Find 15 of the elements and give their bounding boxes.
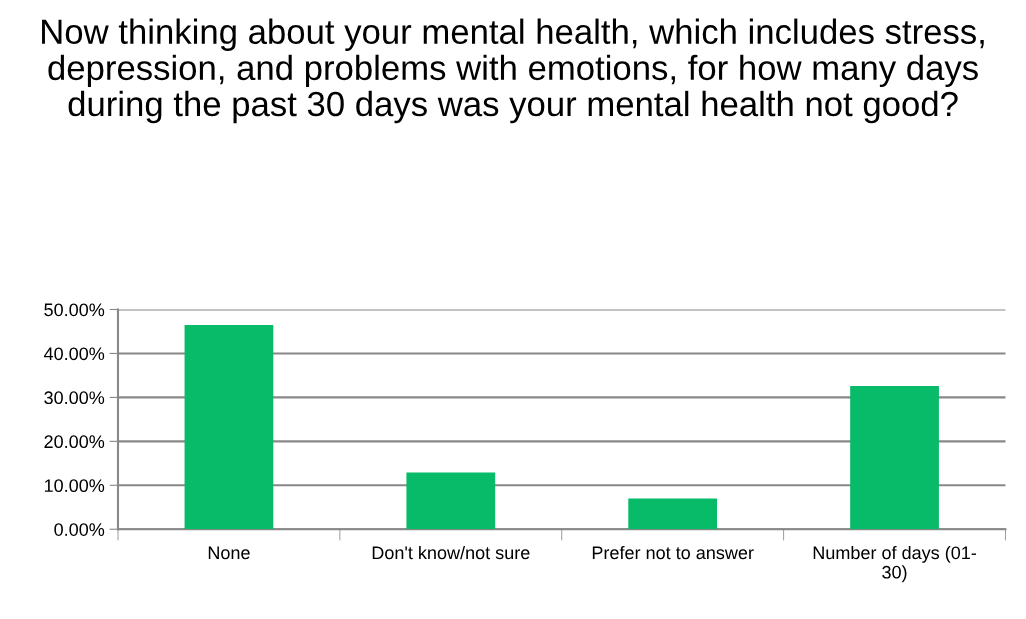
bar [628,498,718,530]
y-tick-label: 30.00% [44,391,105,405]
y-tick-label: 20.00% [44,435,105,449]
x-tick-label: Prefer not to answer [592,545,754,560]
chart-title: Now thinking about your mental health, which includes stress, depression, and problems with emotions, for how many days during the past 30 days was your mental health not good? [42,18,984,124]
y-tick-label: 50.00% [44,303,105,317]
y-tick-label: 0.00% [54,523,105,536]
bar [184,324,274,530]
bar [850,385,939,530]
x-tick-label: Don't know/not sure [372,545,530,560]
x-tick-label: Number of days (01-30) [813,545,977,583]
bar [406,472,496,530]
x-tick-label: None [208,546,250,560]
y-tick-label: 10.00% [44,479,105,493]
y-tick-label: 40.00% [43,347,105,361]
